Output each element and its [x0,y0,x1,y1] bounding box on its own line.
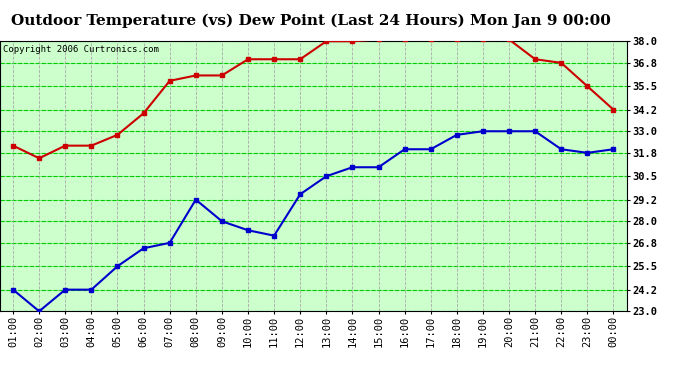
Text: Outdoor Temperature (vs) Dew Point (Last 24 Hours) Mon Jan 9 00:00: Outdoor Temperature (vs) Dew Point (Last… [10,13,611,27]
Text: Copyright 2006 Curtronics.com: Copyright 2006 Curtronics.com [3,45,159,54]
